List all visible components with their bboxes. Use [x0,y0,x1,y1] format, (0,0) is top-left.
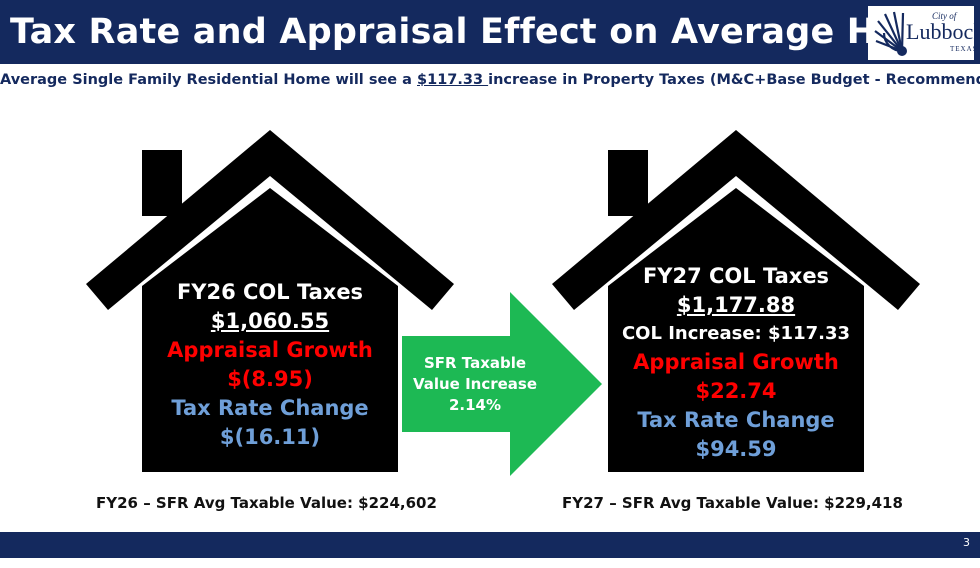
fy27-appraisal-value: $22.74 [695,379,777,403]
fy27-rate-value: $94.59 [695,437,777,461]
sun-rays-icon [874,11,907,56]
fy26-appraisal-label: Appraisal Growth [167,338,373,362]
fy27-appraisal-label: Appraisal Growth [633,350,839,374]
header-bar: Tax Rate and Appraisal Effect on Average… [0,0,980,64]
subtitle-amount: $117.33 [417,72,489,88]
fy27-caption: FY27 – SFR Avg Taxable Value: $229,418 [562,494,903,512]
arrow-line-3: 2.14% [448,396,502,414]
fy27-heading: FY27 COL Taxes [642,264,830,288]
fy26-rate-value: $(16.11) [219,425,321,449]
logo-city-name: Lubbock [906,19,980,44]
subtitle-before: Average Single Family Residential Home w… [0,72,418,88]
page-title: Tax Rate and Appraisal Effect on Average… [10,12,962,52]
fy26-total: $1,060.55 [210,309,330,333]
subtitle: Average Single Family Residential Home w… [0,72,980,88]
arrow-text: SFR Taxable Value Increase 2.14% [402,353,548,416]
fy26-rate-label: Tax Rate Change [171,396,369,420]
footer-bar: 3 [0,532,980,558]
arrow-line-1: SFR Taxable [423,354,527,372]
fy27-house-icon [552,130,920,472]
fy26-appraisal-value: $(8.95) [227,367,313,391]
page-number: 3 [963,536,970,549]
fy26-house-icon [86,130,454,472]
arrow-line-2: Value Increase [412,375,538,393]
fy26-house-text: FY26 COL Taxes $1,060.55 Appraisal Growt… [140,278,400,452]
fy27-house-text: FY27 COL Taxes $1,177.88 COL Increase: $… [606,262,866,464]
fy27-increase: COL Increase: $117.33 [621,323,851,344]
subtitle-after: increase in Property Taxes (M&C+Base Bud… [488,72,980,88]
fy26-caption: FY26 – SFR Avg Taxable Value: $224,602 [96,494,437,512]
logo-city-of: City of [932,11,957,21]
fy27-rate-label: Tax Rate Change [637,408,835,432]
fy26-heading: FY26 COL Taxes [176,280,364,304]
logo-state: TEXAS [950,45,978,53]
city-logo: City of Lubbock TEXAS [868,6,980,60]
arrow-right-icon [402,292,602,476]
fy27-total: $1,177.88 [676,293,796,317]
